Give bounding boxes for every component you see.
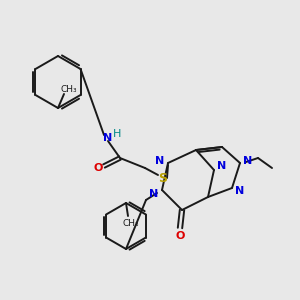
Text: H: H (113, 129, 121, 139)
Text: N: N (155, 156, 165, 166)
Text: N: N (103, 133, 112, 143)
Text: CH₃: CH₃ (61, 85, 77, 94)
Text: S: S (158, 172, 167, 184)
Text: N: N (149, 189, 159, 199)
Text: CH₃: CH₃ (123, 218, 139, 227)
Text: N: N (243, 156, 253, 166)
Text: O: O (93, 163, 103, 173)
Text: N: N (236, 186, 244, 196)
Text: N: N (218, 161, 226, 171)
Text: O: O (175, 231, 185, 241)
